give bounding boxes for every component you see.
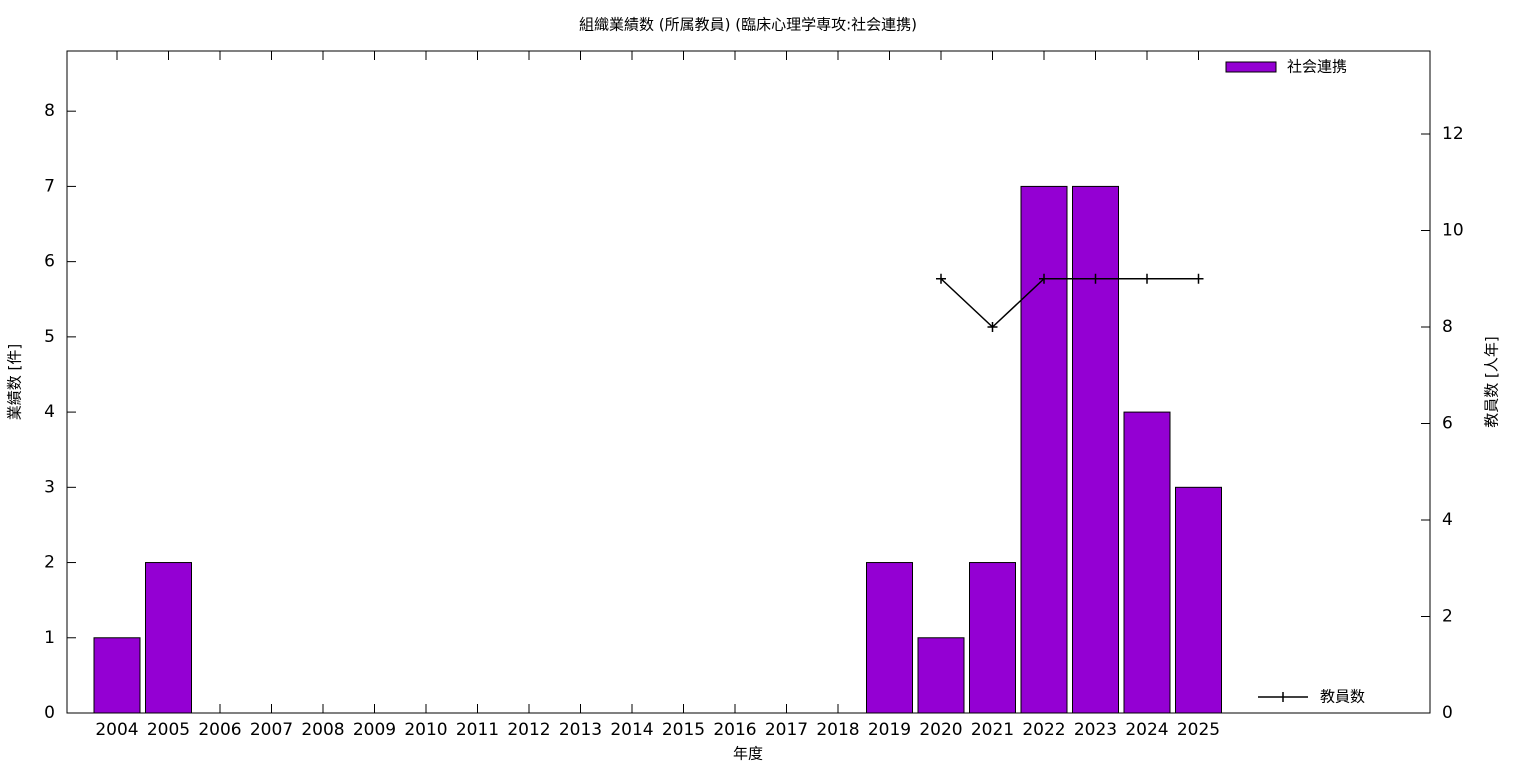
x-tick-label: 2005 bbox=[147, 720, 190, 740]
legend-label: 教員数 bbox=[1320, 688, 1365, 706]
y-tick-label: 3 bbox=[44, 477, 55, 497]
point bbox=[1142, 273, 1152, 284]
x-tick-label: 2017 bbox=[765, 720, 808, 740]
bar bbox=[145, 562, 192, 714]
x-tick-label: 2006 bbox=[198, 720, 241, 740]
x-tick-label: 2014 bbox=[610, 720, 653, 740]
x-tick-label: 2023 bbox=[1074, 720, 1117, 740]
point bbox=[987, 321, 998, 332]
point bbox=[1193, 273, 1204, 284]
point bbox=[1039, 273, 1049, 284]
y2-tick-label: 2 bbox=[1442, 606, 1453, 626]
y2-axis-label: 教員数 [人年] bbox=[1483, 336, 1501, 427]
x-tick-label: 2011 bbox=[456, 720, 499, 740]
bar bbox=[1175, 486, 1222, 714]
point bbox=[1090, 273, 1101, 284]
x-tick-label: 2024 bbox=[1125, 720, 1168, 740]
x-axis-label: 年度 bbox=[733, 745, 763, 763]
x-tick-label: 2009 bbox=[353, 720, 396, 740]
y-tick-label: 8 bbox=[44, 101, 55, 121]
x-tick-label: 2008 bbox=[301, 720, 344, 740]
y-tick-label: 1 bbox=[44, 628, 55, 648]
y2-tick-label: 4 bbox=[1442, 510, 1453, 530]
x-tick-label: 2010 bbox=[404, 720, 447, 740]
bar bbox=[1123, 411, 1171, 714]
x-tick-label: 2019 bbox=[868, 720, 911, 740]
bar bbox=[1020, 185, 1068, 714]
y2-tick-label: 0 bbox=[1442, 703, 1453, 723]
point bbox=[936, 273, 946, 284]
legend-label: 社会連携 bbox=[1287, 58, 1347, 76]
x-tick-label: 2007 bbox=[250, 720, 293, 740]
bar bbox=[969, 562, 1016, 714]
y-tick-label: 5 bbox=[44, 327, 55, 347]
x-tick-label: 2021 bbox=[971, 720, 1014, 740]
x-tick-label: 2016 bbox=[713, 720, 756, 740]
bar bbox=[93, 637, 141, 714]
y2-tick-label: 8 bbox=[1442, 317, 1453, 337]
x-tick-label: 2022 bbox=[1022, 720, 1065, 740]
x-tick-label: 2025 bbox=[1177, 720, 1220, 740]
x-tick-label: 2020 bbox=[919, 720, 962, 740]
y-tick-label: 7 bbox=[44, 176, 55, 196]
x-tick-label: 2012 bbox=[507, 720, 550, 740]
y2-tick-label: 12 bbox=[1442, 124, 1464, 144]
y-tick-label: 0 bbox=[44, 703, 55, 723]
bar bbox=[1072, 185, 1119, 714]
x-tick-label: 2018 bbox=[816, 720, 859, 740]
y-axis-label: 業績数 [件] bbox=[6, 344, 24, 420]
bar bbox=[917, 637, 965, 714]
y-tick-label: 6 bbox=[44, 252, 55, 272]
y2-tick-label: 6 bbox=[1442, 413, 1453, 433]
x-tick-label: 2013 bbox=[559, 720, 602, 740]
y-tick-label: 2 bbox=[44, 553, 55, 573]
chart-title: 組織業績数 (所属教員) (臨床心理学専攻:社会連携) bbox=[579, 16, 917, 34]
y-tick-label: 4 bbox=[44, 402, 55, 422]
x-tick-label: 2004 bbox=[95, 720, 138, 740]
legend-swatch bbox=[1225, 61, 1277, 73]
plot-frame bbox=[66, 50, 1431, 714]
x-tick-label: 2015 bbox=[662, 720, 705, 740]
bar bbox=[866, 562, 913, 714]
line bbox=[940, 277, 1199, 329]
y2-tick-label: 10 bbox=[1442, 220, 1464, 240]
